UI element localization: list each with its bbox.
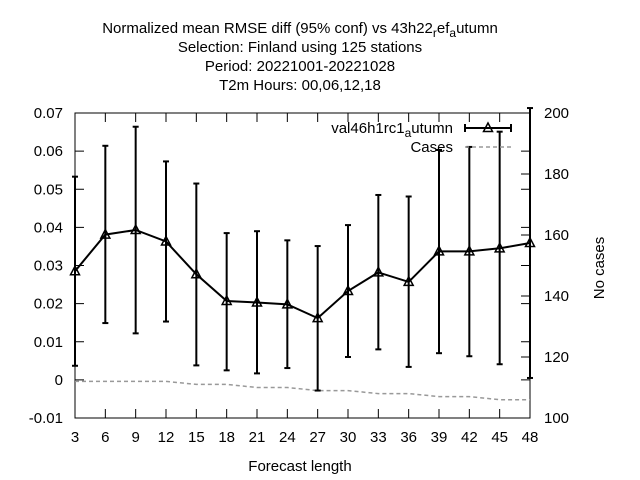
data-point <box>160 234 172 246</box>
data-point <box>251 295 263 307</box>
data-point <box>311 311 324 323</box>
data-point <box>402 275 415 287</box>
y2-tick-label: 180 <box>544 166 569 183</box>
x-tick-label: 36 <box>400 429 417 446</box>
series-layer <box>69 107 536 401</box>
data-point <box>372 265 385 277</box>
y-tick-label: 0.05 <box>34 181 63 198</box>
x-tick-label: 18 <box>218 429 235 446</box>
title-line-3: Period: 20221001-20221028 <box>205 58 395 75</box>
data-point <box>463 244 476 256</box>
plot-frame <box>74 112 531 419</box>
x-tick-label: 45 <box>491 429 508 446</box>
title-line-4: T2m Hours: 00,06,12,18 <box>219 77 381 94</box>
title-line-1: Normalized mean RMSE diff (95% conf) vs … <box>102 20 498 40</box>
cases-line <box>75 380 530 401</box>
y2-tick-label: 140 <box>544 288 569 305</box>
data-point <box>281 297 294 309</box>
data-point <box>129 223 142 235</box>
data-point <box>99 228 112 239</box>
y2-tick-label: 100 <box>544 410 569 427</box>
y-tick-label: 0 <box>55 372 63 389</box>
data-point <box>69 264 81 276</box>
chart-title: Normalized mean RMSE diff (95% conf) vs … <box>102 20 498 94</box>
x-tick-label: 15 <box>188 429 205 446</box>
y2-tick-label: 200 <box>544 105 569 122</box>
legend-label-cases: Cases <box>410 139 453 156</box>
data-point <box>342 284 354 296</box>
x-tick-label: 27 <box>309 429 326 446</box>
x-tick-label: 39 <box>431 429 448 446</box>
legend-marker <box>482 121 494 133</box>
x-tick-label: 48 <box>522 429 539 446</box>
y-tick-label: 0.01 <box>34 334 63 351</box>
data-point <box>493 241 506 253</box>
y-tick-label: 0.06 <box>34 143 63 160</box>
x-tick-label: 30 <box>340 429 357 446</box>
x-tick-label: 33 <box>370 429 387 446</box>
y-tick-label: 0.07 <box>34 105 63 122</box>
x-tick-label: 24 <box>279 429 296 446</box>
y-tick-label: 0.04 <box>34 219 63 236</box>
legend-label-val46h1rc1: val46h1rc1autumn <box>331 120 453 140</box>
x-tick-label: 21 <box>249 429 266 446</box>
data-point <box>190 267 203 279</box>
y-tick-label: 0.02 <box>34 296 63 313</box>
y-tick-label: 0.03 <box>34 258 63 275</box>
x-tick-label: 3 <box>71 429 79 446</box>
data-point <box>220 294 233 306</box>
x-axis-title: Forecast length <box>248 458 351 475</box>
x-tick-label: 42 <box>461 429 478 446</box>
x-tick-label: 12 <box>158 429 175 446</box>
y2-axis-title: No cases <box>591 237 608 300</box>
y2-tick-label: 160 <box>544 227 569 244</box>
y2-tick-label: 120 <box>544 349 569 366</box>
series-line-val46h1rc1 <box>74 228 531 320</box>
axes: -0.01 0 0.01 0.02 0.03 0.04 0.05 0.06 0.07 100 120… <box>29 105 569 446</box>
x-tick-label: 6 <box>101 429 109 446</box>
y-tick-label: -0.01 <box>29 410 63 427</box>
x-tick-label: 9 <box>131 429 139 446</box>
data-point <box>524 236 536 248</box>
data-point <box>433 244 445 256</box>
title-line-2: Selection: Finland using 125 stations <box>178 39 422 56</box>
